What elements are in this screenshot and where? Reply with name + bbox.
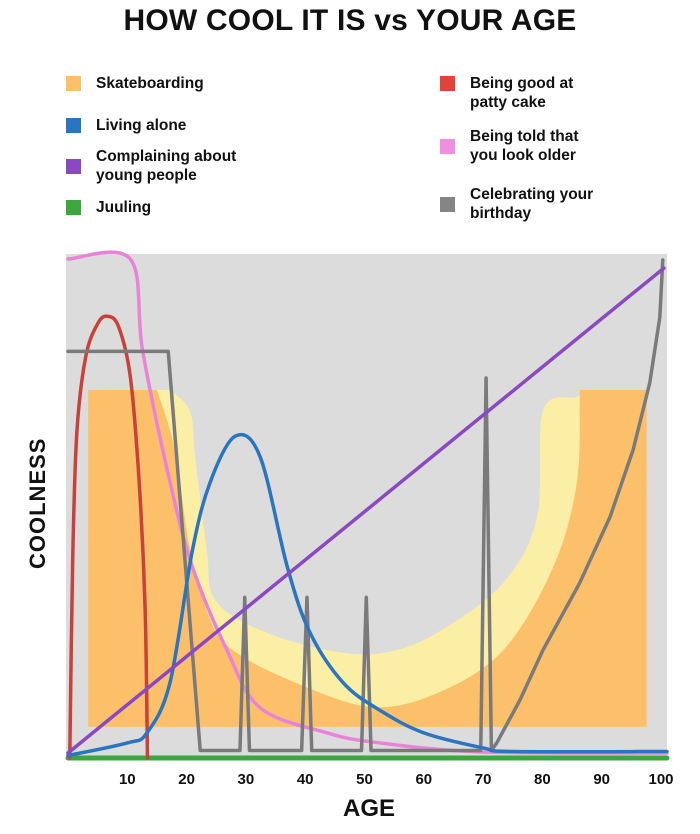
series-living-alone bbox=[66, 432, 669, 758]
legend-swatch bbox=[440, 139, 455, 154]
legend-label: Living alone bbox=[96, 117, 187, 134]
legend-swatch bbox=[66, 200, 81, 215]
legend-label: Being told that you look older bbox=[470, 128, 579, 164]
x-tick-label: 60 bbox=[415, 771, 432, 788]
x-tick-label: 40 bbox=[297, 771, 314, 788]
x-tick-label: 10 bbox=[119, 771, 136, 788]
x-axis-label: AGE bbox=[342, 795, 395, 822]
legend-label: Skateboarding bbox=[96, 75, 204, 92]
legend-label: Being good at patty cake bbox=[470, 75, 574, 111]
legend-swatch bbox=[66, 159, 81, 174]
x-tick-label: 90 bbox=[593, 771, 610, 788]
x-tick-label: 30 bbox=[238, 771, 255, 788]
legend-item-living-alone: Living alone bbox=[66, 116, 296, 135]
series-complaining-about-young-people bbox=[66, 266, 666, 755]
x-tick-label: 80 bbox=[534, 771, 551, 788]
x-tick-label: 20 bbox=[178, 771, 195, 788]
legend-item-patty-cake: Being good at patty cake bbox=[440, 74, 610, 112]
legend-swatch bbox=[66, 118, 81, 133]
legend-label: Complaining about young people bbox=[96, 148, 237, 184]
legend-item-complaining: Complaining about young people bbox=[66, 147, 276, 185]
y-axis-label: COOLNESS bbox=[25, 437, 50, 569]
chart-title: HOW COOL IT IS vs YOUR AGE bbox=[123, 4, 577, 37]
legend-label: Juuling bbox=[96, 199, 152, 216]
skateboarding-halfpipe-edge bbox=[88, 390, 647, 727]
x-tick-label: 50 bbox=[356, 771, 373, 788]
legend-item-skateboarding: Skateboarding bbox=[66, 74, 296, 93]
legend-item-told-older: Being told that you look older bbox=[440, 127, 610, 165]
legend-item-juuling: Juuling bbox=[66, 198, 296, 217]
x-tick-label: 70 bbox=[475, 771, 492, 788]
legend-swatch bbox=[66, 76, 81, 91]
legend-swatch bbox=[440, 197, 455, 212]
legend-label: Celebrating your birthday bbox=[470, 186, 594, 222]
series-celebrating-your-birthday bbox=[66, 258, 665, 753]
legend-item-birthday: Celebrating your birthday bbox=[440, 185, 630, 223]
series-being-good-at-patty-cake bbox=[68, 314, 150, 760]
x-tick-label: 100 bbox=[648, 771, 673, 788]
legend-swatch bbox=[440, 76, 455, 91]
